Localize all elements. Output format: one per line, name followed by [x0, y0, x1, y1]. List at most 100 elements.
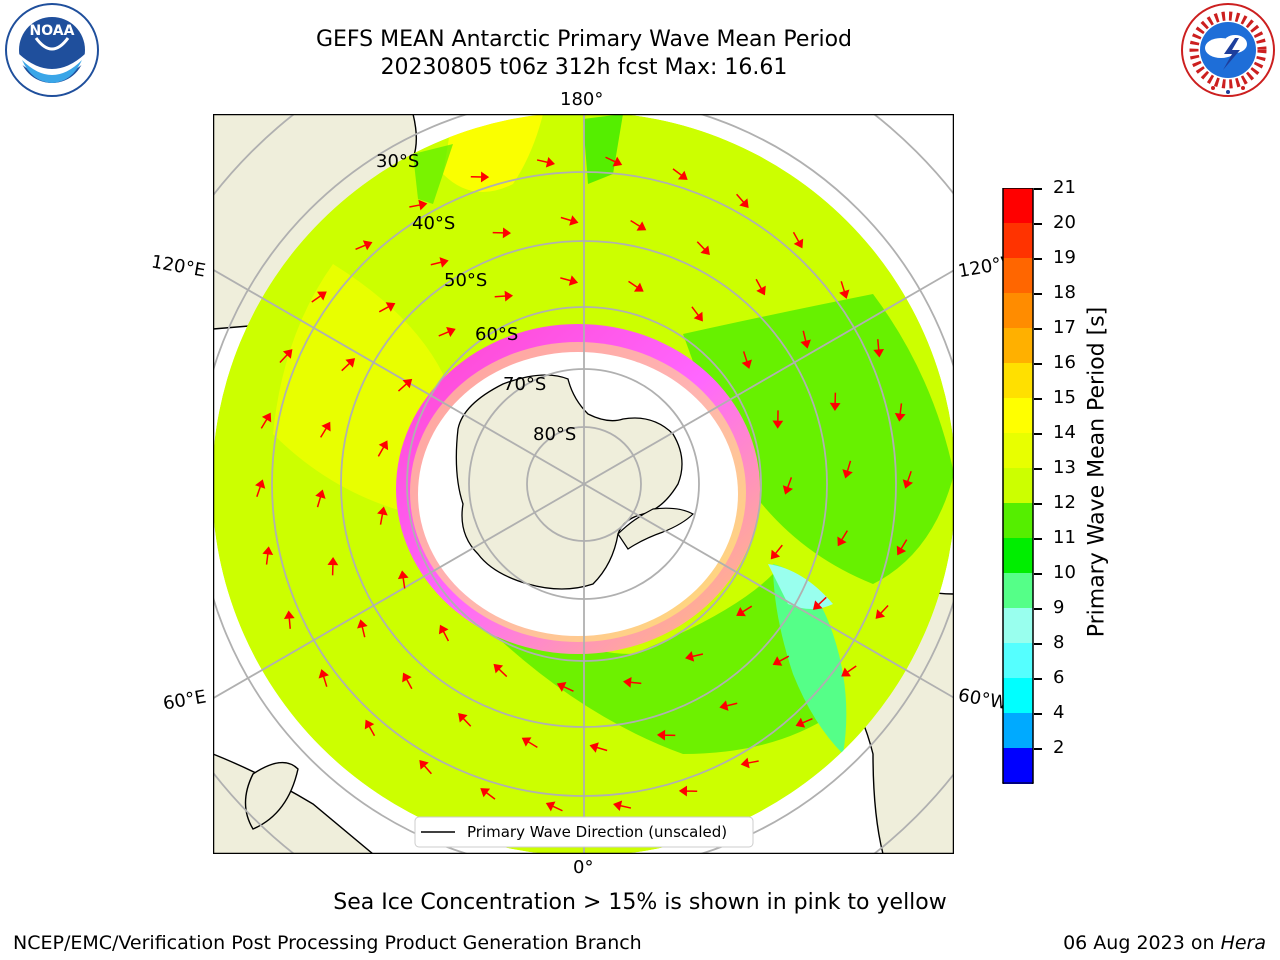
wave-direction-arrow [736, 605, 753, 617]
colorbar-segment [1003, 398, 1033, 433]
colorbar-tick-mark [1034, 643, 1042, 645]
wave-direction-arrow [894, 403, 906, 422]
colorbar-tick-mark [1034, 748, 1042, 750]
wave-direction-arrow [795, 717, 813, 728]
colorbar-segment [1003, 538, 1033, 573]
colorbar-tick-label: 6 [1053, 667, 1065, 688]
footer-date-text: 06 Aug 2023 on [1063, 932, 1221, 954]
colorbar-tick-mark [1034, 713, 1042, 715]
graticule [213, 114, 954, 854]
colorbar-extend-arrow [1002, 782, 1034, 813]
wave-direction-arrow [800, 330, 811, 349]
lat-label-70s: 70°S [503, 374, 547, 395]
colorbar-tick-mark [1034, 538, 1042, 540]
colorbar-tick-mark [1034, 503, 1042, 505]
wave-direction-arrows [255, 156, 913, 812]
wave-direction-arrow [402, 672, 413, 690]
map-subtitle: 20230805 t06z 312h fcst Max: 16.61 [380, 55, 788, 80]
colorbar-segment [1003, 748, 1033, 783]
footer-host: Hera [1220, 932, 1266, 954]
colorbar-tick-label: 12 [1053, 492, 1076, 513]
wave-direction-arrow [480, 788, 496, 800]
wave-direction-arrow [536, 156, 555, 168]
wave-direction-arrow [377, 506, 388, 525]
colorbar-tick-label: 11 [1053, 527, 1076, 548]
wave-direction-arrow [685, 651, 704, 662]
colorbar-segment [1003, 223, 1033, 258]
colorbar-segment [1003, 468, 1033, 503]
colorbar-tick-mark [1034, 398, 1042, 400]
wave-direction-arrow [260, 412, 272, 429]
wave-direction-arrow [719, 700, 738, 711]
footer-date: 06 Aug 2023 on Hera [1063, 932, 1266, 954]
wave-direction-arrow [311, 291, 327, 303]
colorbar [1002, 187, 1042, 813]
colorbar-segment [1003, 503, 1033, 538]
colorbar-tick-label: 9 [1053, 597, 1065, 618]
wave-direction-arrow [357, 619, 368, 638]
wave-direction-arrow [628, 280, 644, 292]
colorbar-tick-label: 19 [1053, 247, 1076, 268]
wave-direction-arrow [341, 358, 356, 372]
map-title: GEFS MEAN Antarctic Primary Wave Mean Pe… [315, 27, 853, 52]
colorbar-tick-label: 13 [1053, 457, 1076, 478]
lat-label-50s: 50°S [444, 270, 488, 291]
colorbar-segment [1003, 433, 1033, 468]
colorbar-segment [1003, 678, 1033, 713]
colorbar-tick-label: 14 [1053, 422, 1076, 443]
colorbar-segment [1003, 363, 1033, 398]
wave-direction-arrow [560, 275, 579, 286]
wave-direction-arrow [397, 378, 413, 392]
wave-direction-arrow [782, 477, 793, 495]
colorbar-tick-mark [1034, 608, 1042, 610]
wave-direction-arrow [630, 220, 647, 231]
wave-direction-arrow [741, 351, 752, 369]
wave-direction-arrow [755, 278, 766, 296]
map-legend: Primary Wave Direction (unscaled) [414, 816, 754, 848]
wave-direction-arrow [377, 440, 389, 457]
colorbar-tick-mark [1034, 293, 1042, 295]
wave-direction-arrow [656, 729, 676, 741]
colorbar-tick-mark [1034, 223, 1042, 225]
wave-direction-arrow [458, 712, 472, 727]
wave-direction-arrow [672, 168, 688, 180]
wave-direction-arrow [470, 171, 490, 183]
antarctica [455, 374, 683, 590]
wave-direction-arrow [430, 257, 449, 268]
wave-direction-arrow [736, 193, 749, 209]
lat-label-40s: 40°S [412, 213, 456, 234]
wave-direction-arrow [623, 676, 642, 688]
colorbar-tick-label: 8 [1053, 632, 1065, 653]
wave-direction-arrow [772, 655, 790, 666]
footer-credit: NCEP/EMC/Verification Post Processing Pr… [13, 932, 642, 954]
colorbar-tick-label: 15 [1053, 387, 1076, 408]
colorbar-segment [1003, 608, 1033, 643]
wave-direction-arrow [772, 410, 784, 429]
lon-label-0: 0° [573, 857, 594, 878]
lon-label-180: 180° [560, 89, 604, 110]
svg-text:NOAA: NOAA [30, 23, 75, 39]
colorbar-tick-mark [1034, 468, 1042, 470]
colorbar-tick-mark [1034, 573, 1042, 575]
colorbar-segment [1003, 328, 1033, 363]
wave-direction-arrow [841, 665, 857, 677]
colorbar-tick-label: 20 [1053, 212, 1076, 233]
colorbar-segment [1003, 293, 1033, 328]
wave-direction-arrow [493, 663, 508, 678]
wave-direction-arrow [839, 281, 850, 299]
wave-direction-arrow [770, 544, 783, 560]
wave-direction-arrow [494, 290, 514, 302]
colorbar-segment [1003, 188, 1033, 223]
wave-direction-arrow [320, 421, 331, 438]
wave-direction-arrow [419, 759, 432, 775]
wave-direction-arrow [409, 199, 428, 211]
wave-direction-arrow [521, 737, 538, 748]
wave-direction-arrow [613, 800, 632, 812]
nws-logo [1177, 2, 1279, 102]
wave-direction-arrow [545, 801, 563, 812]
wave-direction-arrow [873, 339, 885, 358]
wave-direction-arrow [605, 156, 623, 167]
colorbar-tick-mark [1034, 328, 1042, 330]
wave-direction-arrow [560, 215, 579, 226]
colorbar-tick-mark [1034, 258, 1042, 260]
